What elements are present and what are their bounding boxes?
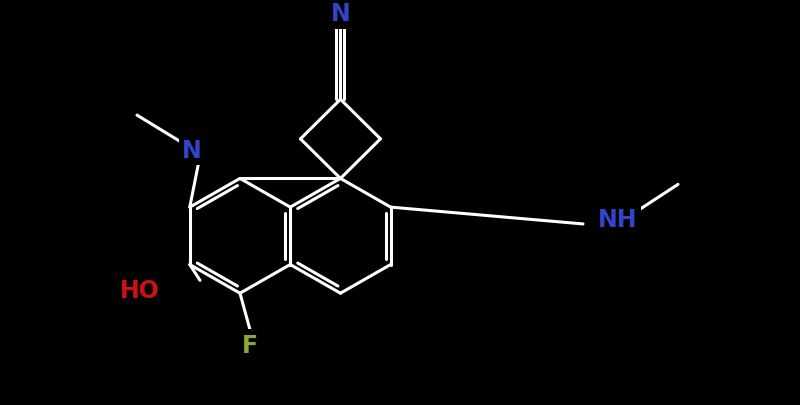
Text: N: N bbox=[330, 2, 350, 26]
Text: F: F bbox=[242, 333, 258, 357]
Text: N: N bbox=[182, 139, 202, 162]
Text: NH: NH bbox=[598, 207, 638, 231]
Text: HO: HO bbox=[120, 279, 160, 303]
